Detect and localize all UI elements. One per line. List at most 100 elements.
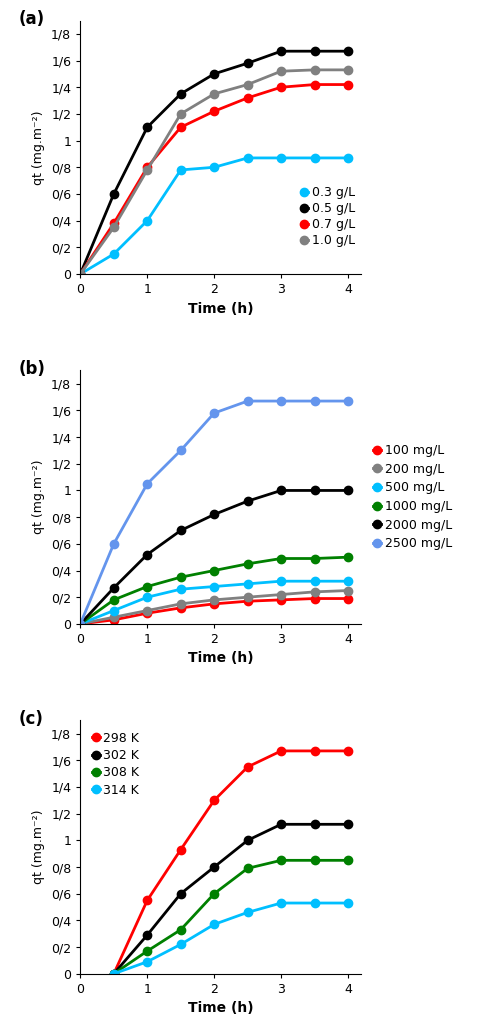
0.5 g/L: [278, 45, 284, 57]
0.3 g/L: [211, 161, 217, 173]
100 mg/L: [211, 598, 217, 610]
314 K: [111, 968, 117, 980]
298 K: [311, 745, 317, 757]
1000 mg/L: [244, 558, 250, 570]
200 mg/L: [111, 611, 117, 623]
308 K: [177, 924, 183, 936]
0.7 g/L: [244, 92, 250, 105]
Legend: 0.3 g/L, 0.5 g/L, 0.7 g/L, 1.0 g/L: 0.3 g/L, 0.5 g/L, 0.7 g/L, 1.0 g/L: [300, 187, 355, 247]
0.3 g/L: [278, 152, 284, 164]
Line: 2000 mg/L: 2000 mg/L: [76, 486, 352, 628]
302 K: [244, 834, 250, 847]
0.7 g/L: [77, 268, 83, 280]
2500 mg/L: [177, 444, 183, 456]
1.0 g/L: [278, 65, 284, 77]
0.7 g/L: [177, 121, 183, 133]
Text: (c): (c): [19, 710, 43, 728]
302 K: [144, 929, 150, 941]
302 K: [311, 818, 317, 830]
Line: 298 K: 298 K: [109, 747, 352, 978]
308 K: [344, 854, 350, 866]
2000 mg/L: [278, 484, 284, 496]
2000 mg/L: [244, 495, 250, 507]
200 mg/L: [211, 593, 217, 606]
500 mg/L: [211, 580, 217, 592]
1000 mg/L: [278, 552, 284, 565]
302 K: [344, 818, 350, 830]
200 mg/L: [344, 584, 350, 597]
1.0 g/L: [244, 78, 250, 90]
1000 mg/L: [111, 593, 117, 606]
302 K: [211, 861, 217, 873]
298 K: [211, 794, 217, 807]
0.3 g/L: [244, 152, 250, 164]
100 mg/L: [111, 614, 117, 626]
2000 mg/L: [344, 484, 350, 496]
200 mg/L: [278, 588, 284, 601]
Line: 308 K: 308 K: [109, 856, 352, 978]
308 K: [144, 945, 150, 957]
2500 mg/L: [111, 538, 117, 550]
Line: 302 K: 302 K: [109, 820, 352, 978]
2000 mg/L: [144, 548, 150, 561]
200 mg/L: [77, 618, 83, 630]
302 K: [111, 968, 117, 980]
0.7 g/L: [278, 81, 284, 93]
0.3 g/L: [111, 248, 117, 260]
100 mg/L: [77, 618, 83, 630]
2000 mg/L: [311, 484, 317, 496]
X-axis label: Time (h): Time (h): [188, 1001, 253, 1016]
308 K: [311, 854, 317, 866]
0.5 g/L: [144, 121, 150, 133]
308 K: [278, 854, 284, 866]
0.3 g/L: [77, 268, 83, 280]
0.5 g/L: [344, 45, 350, 57]
308 K: [244, 862, 250, 874]
500 mg/L: [111, 605, 117, 617]
314 K: [244, 906, 250, 918]
2500 mg/L: [77, 618, 83, 630]
500 mg/L: [344, 575, 350, 587]
2500 mg/L: [311, 395, 317, 407]
0.3 g/L: [177, 164, 183, 176]
200 mg/L: [177, 598, 183, 610]
298 K: [344, 745, 350, 757]
500 mg/L: [244, 578, 250, 590]
302 K: [177, 888, 183, 900]
500 mg/L: [311, 575, 317, 587]
2500 mg/L: [344, 395, 350, 407]
Legend: 100 mg/L, 200 mg/L, 500 mg/L, 1000 mg/L, 2000 mg/L, 2500 mg/L: 100 mg/L, 200 mg/L, 500 mg/L, 1000 mg/L,…: [373, 444, 451, 550]
Line: 100 mg/L: 100 mg/L: [76, 594, 352, 628]
1000 mg/L: [144, 580, 150, 592]
2000 mg/L: [111, 582, 117, 594]
Line: 1000 mg/L: 1000 mg/L: [76, 554, 352, 628]
1.0 g/L: [111, 221, 117, 234]
0.7 g/L: [144, 161, 150, 173]
1000 mg/L: [177, 571, 183, 583]
X-axis label: Time (h): Time (h): [188, 301, 253, 316]
302 K: [278, 818, 284, 830]
Line: 314 K: 314 K: [109, 899, 352, 978]
1.0 g/L: [144, 164, 150, 176]
2500 mg/L: [244, 395, 250, 407]
1.0 g/L: [77, 268, 83, 280]
Text: (b): (b): [19, 360, 45, 378]
314 K: [144, 955, 150, 968]
Line: 0.5 g/L: 0.5 g/L: [76, 47, 352, 278]
500 mg/L: [177, 583, 183, 596]
X-axis label: Time (h): Time (h): [188, 652, 253, 665]
100 mg/L: [311, 592, 317, 605]
314 K: [177, 938, 183, 950]
Y-axis label: qt (mg.m⁻²): qt (mg.m⁻²): [33, 460, 46, 534]
200 mg/L: [244, 591, 250, 604]
100 mg/L: [344, 592, 350, 605]
314 K: [278, 897, 284, 909]
0.5 g/L: [244, 57, 250, 70]
200 mg/L: [311, 585, 317, 598]
298 K: [111, 968, 117, 980]
Legend: 298 K, 302 K, 308 K, 314 K: 298 K, 302 K, 308 K, 314 K: [92, 732, 139, 796]
0.7 g/L: [344, 78, 350, 90]
298 K: [278, 745, 284, 757]
2500 mg/L: [278, 395, 284, 407]
1000 mg/L: [77, 618, 83, 630]
